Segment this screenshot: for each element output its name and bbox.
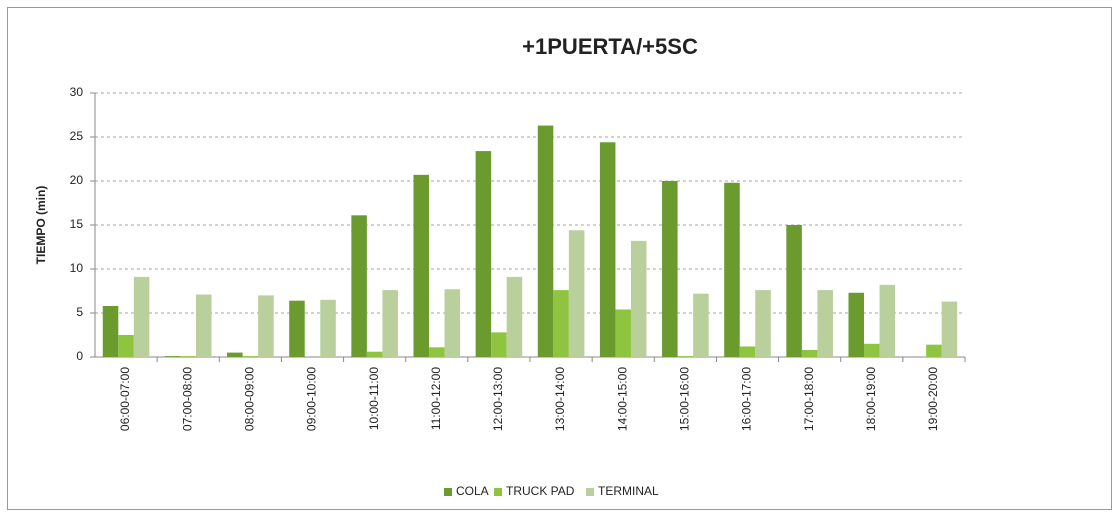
- legend-label: TRUCK PAD: [506, 484, 575, 498]
- bar: [351, 215, 367, 357]
- legend-label: COLA: [456, 484, 489, 498]
- bar: [941, 301, 958, 357]
- x-tick-label: 16:00-17:00: [740, 367, 754, 431]
- bar: [724, 182, 740, 357]
- legend-label: TERMINAL: [598, 484, 659, 498]
- x-tick-label: 08:00-09:00: [243, 367, 257, 431]
- y-tick-label: 20: [70, 173, 84, 187]
- y-tick-label: 5: [76, 305, 83, 319]
- bar: [242, 356, 259, 357]
- x-tick-label: 19:00-20:00: [926, 367, 940, 431]
- bar: [413, 174, 430, 357]
- x-tick-label: 11:00-12:00: [429, 367, 443, 430]
- bar: [630, 240, 647, 357]
- bar: [289, 300, 305, 357]
- bar: [475, 151, 492, 357]
- y-tick-label: 15: [70, 217, 84, 231]
- bar: [102, 305, 119, 357]
- bar: [164, 356, 181, 357]
- legend-swatch: [494, 488, 502, 496]
- y-tick-label: 0: [76, 349, 83, 363]
- bar: [786, 225, 802, 357]
- bar: [180, 356, 196, 357]
- bar: [615, 309, 631, 357]
- x-tick-label: 18:00-19:00: [864, 367, 878, 431]
- bar: [568, 230, 585, 357]
- x-tick-label: 07:00-08:00: [180, 367, 194, 431]
- chart-border: [7, 7, 1112, 510]
- bar: [133, 276, 150, 357]
- legend-swatch: [444, 488, 452, 496]
- x-tick-label: 14:00-15:00: [615, 367, 629, 431]
- y-axis-label: TIEMPO (min): [34, 186, 48, 265]
- bar: [320, 299, 336, 357]
- bar: [506, 276, 523, 357]
- bar: [366, 351, 383, 357]
- bar: [491, 332, 507, 357]
- bar: [848, 292, 865, 357]
- bar: [662, 181, 678, 357]
- x-tick-label: 10:00-11:00: [367, 367, 381, 430]
- x-tick-label: 09:00-10:00: [305, 367, 319, 431]
- bar: [195, 294, 212, 357]
- bar: [599, 142, 616, 357]
- y-tick-label: 10: [70, 261, 84, 275]
- bar: [755, 290, 771, 357]
- bar: [429, 347, 445, 357]
- bar: [677, 356, 694, 357]
- bar: [864, 343, 880, 357]
- bar: [537, 125, 554, 357]
- bar: [227, 352, 243, 357]
- x-tick-label: 12:00-13:00: [491, 367, 505, 431]
- bar: [382, 290, 398, 357]
- bar: [553, 290, 569, 357]
- legend-swatch: [586, 488, 594, 496]
- bar: [258, 295, 274, 357]
- bar: [817, 290, 833, 357]
- x-tick-label: 17:00-18:00: [802, 367, 816, 431]
- bar: [739, 346, 756, 357]
- x-tick-label: 06:00-07:00: [118, 367, 132, 431]
- bar: [926, 344, 942, 357]
- y-tick-label: 30: [70, 85, 84, 99]
- bar: [693, 293, 709, 357]
- chart-title: +1PUERTA/+5SC: [522, 34, 698, 59]
- y-tick-label: 25: [70, 129, 84, 143]
- bar: [879, 284, 896, 357]
- x-tick-label: 13:00-14:00: [553, 367, 567, 431]
- bar: [801, 349, 818, 357]
- x-tick-label: 15:00-16:00: [678, 367, 692, 431]
- bar: [444, 289, 461, 357]
- bar: [118, 335, 134, 357]
